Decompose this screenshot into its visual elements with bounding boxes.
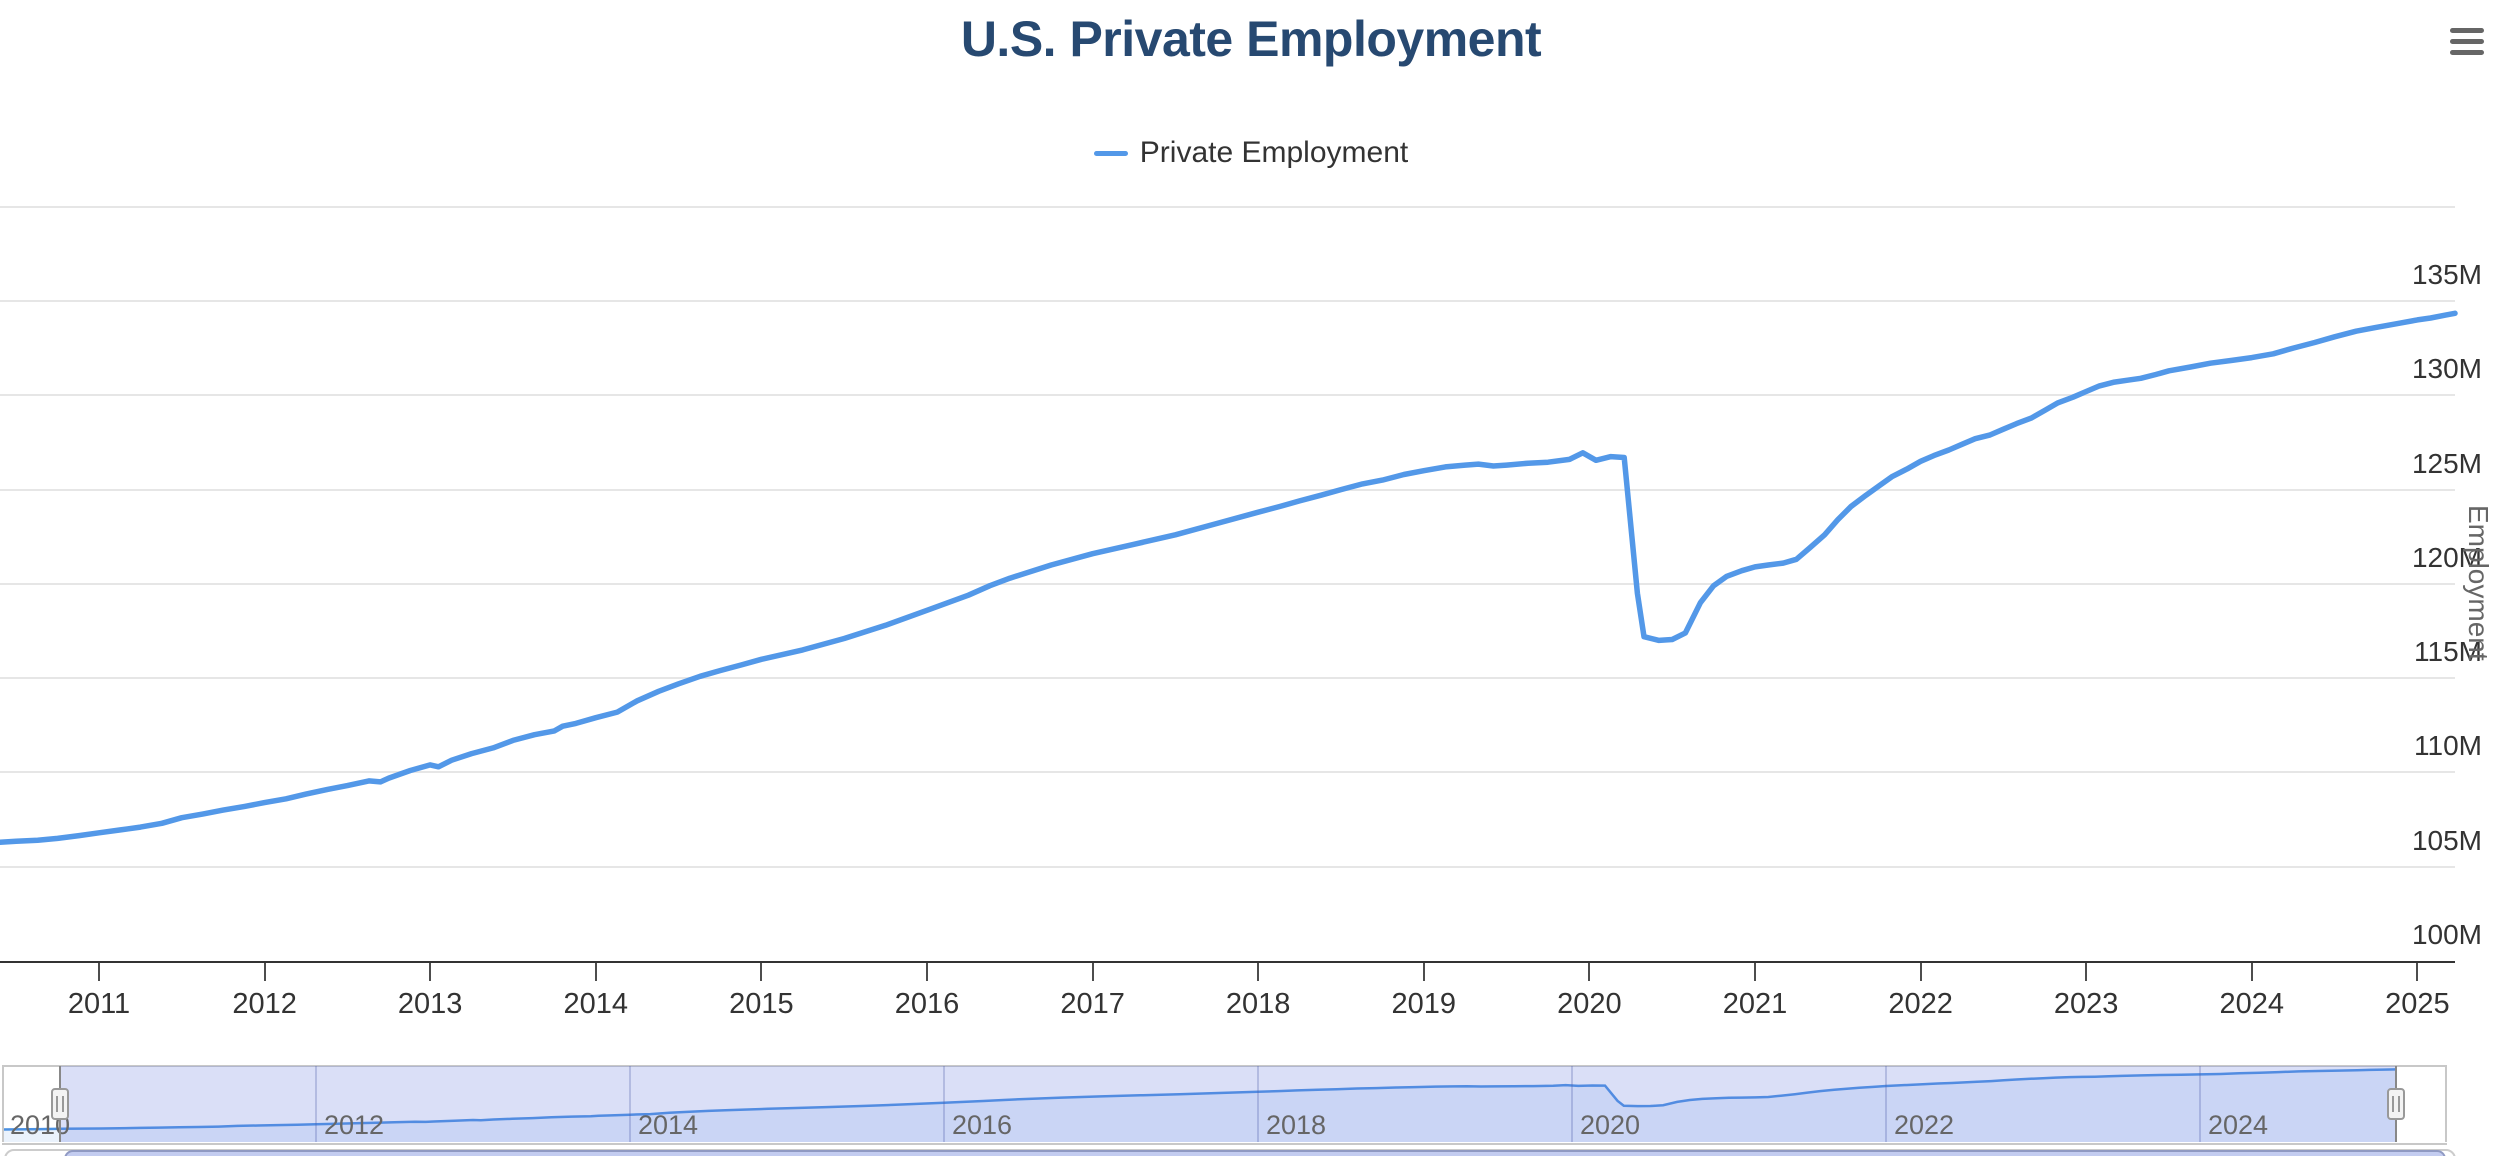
navigator-tick <box>315 1066 317 1142</box>
x-axis-label: 2016 <box>894 988 960 1020</box>
y-axis-label: 125M <box>2411 447 2482 479</box>
x-axis-tick <box>1588 963 1591 981</box>
x-axis-line <box>0 961 2455 963</box>
y-gridline <box>0 394 2455 397</box>
legend: Private Employment <box>0 136 2502 170</box>
navigator-label: 2022 <box>1894 1110 1955 1140</box>
x-axis-label: 2014 <box>563 988 629 1020</box>
x-axis-label: 2012 <box>232 988 297 1020</box>
navigator-handle-right[interactable] <box>2387 1088 2406 1120</box>
x-axis-label: 2013 <box>397 988 463 1020</box>
context-menu-button[interactable] <box>2438 14 2496 70</box>
navigator-label: 2014 <box>638 1110 699 1140</box>
y-axis-label: 130M <box>2411 353 2482 385</box>
x-axis-tick <box>263 963 266 981</box>
navigator-tick <box>1571 1066 1573 1142</box>
y-axis-label: 105M <box>2411 824 2482 856</box>
navigator-label: 2018 <box>1266 1110 1327 1140</box>
x-axis-tick <box>1919 963 1922 981</box>
y-gridline <box>0 582 2455 585</box>
x-axis-tick <box>1257 963 1260 981</box>
navigator-label: 2024 <box>2208 1110 2269 1140</box>
x-axis-tick <box>2250 963 2253 981</box>
y-axis-title: Employment <box>2463 505 2494 661</box>
navigator-handle-left[interactable] <box>51 1088 70 1120</box>
x-axis-label: 2022 <box>1888 988 1953 1020</box>
x-axis-tick <box>926 963 928 981</box>
x-axis-label: 2011 <box>67 988 131 1020</box>
navigator-label: 2012 <box>324 1110 385 1140</box>
x-axis-tick <box>2416 963 2419 981</box>
x-axis-tick <box>429 963 432 981</box>
navigator-series-line <box>1 1068 2397 1131</box>
x-axis-label: 2017 <box>1060 988 1125 1020</box>
x-axis-tick <box>760 963 763 981</box>
navigator-border-top <box>2 1065 2447 1067</box>
navigator-tick <box>1885 1066 1887 1142</box>
navigator-series-area <box>2 1069 2397 1142</box>
scrollbar-thumb[interactable] <box>64 1150 2446 1156</box>
x-axis-label: 2020 <box>1557 988 1622 1020</box>
navigator-tick <box>629 1066 631 1142</box>
x-axis-label: 2018 <box>1225 988 1291 1020</box>
x-axis-tick <box>1754 963 1756 981</box>
x-axis-label: 2021 <box>1722 988 1788 1020</box>
navigator-tick <box>2199 1066 2201 1142</box>
x-axis-label: 2023 <box>2053 988 2119 1020</box>
y-axis-label: 115M <box>2414 636 2482 668</box>
x-axis-tick <box>1091 963 1094 981</box>
x-axis-tick <box>2085 963 2088 981</box>
navigator-label: 2020 <box>1580 1110 1641 1140</box>
y-gridline <box>0 865 2455 868</box>
x-axis-tick <box>594 963 597 981</box>
x-axis-tick <box>98 963 100 981</box>
navigator-border-bottom <box>2 1143 2447 1145</box>
legend-item[interactable]: Private Employment <box>1093 136 1409 170</box>
y-gridline <box>0 677 2455 680</box>
y-gridline <box>0 205 2455 208</box>
series-line[interactable] <box>0 310 2458 845</box>
y-axis-label: 100M <box>2411 919 2482 950</box>
x-axis-label: 2025 <box>2385 988 2450 1020</box>
navigator-border-left <box>2 1066 4 1142</box>
x-axis-tick <box>1422 963 1425 981</box>
y-gridline <box>0 488 2455 491</box>
navigator-tick <box>1257 1066 1259 1142</box>
y-axis-label: 120M <box>2411 541 2482 573</box>
x-axis-label: 2015 <box>729 988 794 1020</box>
y-axis-label: 110M <box>2414 730 2482 762</box>
x-axis-label: 2019 <box>1391 988 1457 1020</box>
legend-label: Private Employment <box>1139 136 1409 169</box>
y-gridline <box>0 771 2455 774</box>
y-gridline <box>0 300 2455 302</box>
legend-swatch-line <box>1093 150 1128 156</box>
x-axis-label: 2024 <box>2219 988 2285 1020</box>
y-axis-label: 135M <box>2411 259 2482 290</box>
navigator-label: 2016 <box>952 1110 1013 1140</box>
navigator-tick <box>943 1066 945 1142</box>
page-title: U.S. Private Employment <box>960 11 1542 67</box>
navigator-mask[interactable] <box>60 1066 2397 1142</box>
navigator-border-right <box>2445 1066 2447 1142</box>
